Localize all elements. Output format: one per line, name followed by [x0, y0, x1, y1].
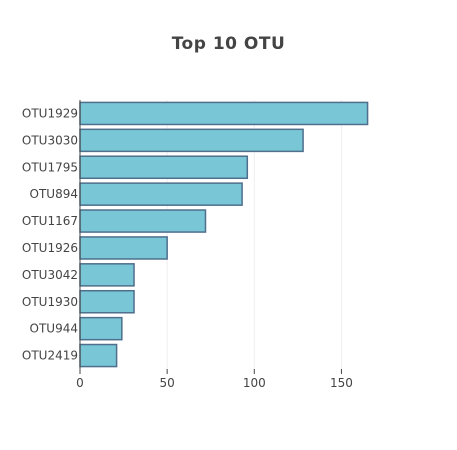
- y-tick-label-OTU894: OTU894: [30, 187, 78, 201]
- bar-OTU1929[interactable]: [80, 102, 368, 124]
- y-tick-label-OTU1930: OTU1930: [22, 295, 78, 309]
- x-tick-label-3: 150: [330, 376, 353, 390]
- y-tick-label-OTU3042: OTU3042: [22, 268, 78, 282]
- bar-OTU1926[interactable]: [80, 237, 167, 259]
- y-tick-label-OTU944: OTU944: [30, 322, 78, 336]
- x-tick-label-2: 100: [243, 376, 266, 390]
- y-tick-label-OTU1926: OTU1926: [22, 241, 78, 255]
- y-tick-label-OTU1929: OTU1929: [22, 106, 78, 120]
- y-tick-label-OTU3030: OTU3030: [22, 133, 78, 147]
- bar-OTU894[interactable]: [80, 183, 242, 205]
- x-tick-label-0: 0: [76, 376, 84, 390]
- y-tick-label-OTU1795: OTU1795: [22, 160, 78, 174]
- bar-layer: [80, 102, 368, 366]
- bar-OTU944[interactable]: [80, 318, 122, 340]
- x-tick-label-1: 50: [160, 376, 175, 390]
- bar-OTU1930[interactable]: [80, 291, 134, 313]
- bar-OTU1167[interactable]: [80, 210, 205, 232]
- bar-OTU1795[interactable]: [80, 156, 247, 178]
- y-tick-label-OTU1167: OTU1167: [22, 214, 78, 228]
- y-tick-label-OTU2419: OTU2419: [22, 349, 78, 363]
- bar-OTU3042[interactable]: [80, 264, 134, 286]
- bar-OTU3030[interactable]: [80, 129, 303, 151]
- bar-OTU2419[interactable]: [80, 345, 117, 367]
